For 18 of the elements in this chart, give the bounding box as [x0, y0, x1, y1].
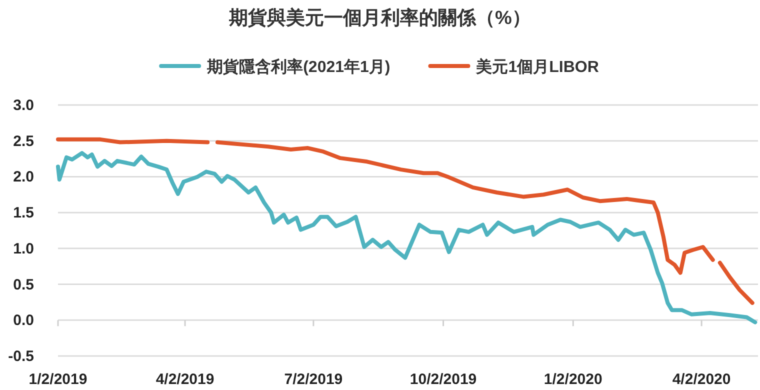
y-tick-label: 0.0 — [13, 312, 34, 330]
y-tick-label: 1.5 — [13, 204, 34, 222]
y-tick-label: -0.5 — [8, 348, 34, 365]
x-tick-label: 7/2/2019 — [284, 371, 343, 388]
x-tick-label: 1/2/2019 — [28, 371, 88, 388]
y-tick-label: 0.5 — [13, 276, 34, 294]
legend-label: 美元1個月LIBOR — [475, 57, 600, 76]
chart-title: 期貨與美元一個月利率的關係（%） — [228, 7, 531, 29]
x-tick-label: 1/2/2020 — [544, 371, 602, 388]
legend-label: 期貨隱含利率(2021年1月) — [206, 57, 390, 76]
y-tick-label: 2.5 — [13, 132, 34, 150]
y-tick-label: 2.0 — [13, 168, 34, 186]
y-tick-label: 3.0 — [13, 97, 34, 114]
x-tick-label: 4/2/2020 — [672, 371, 731, 388]
y-tick-label: 1.0 — [13, 240, 34, 258]
line-series — [56, 151, 758, 324]
x-tick-label: 10/2/2019 — [410, 371, 477, 388]
x-tick-label: 4/2/2019 — [156, 371, 214, 388]
